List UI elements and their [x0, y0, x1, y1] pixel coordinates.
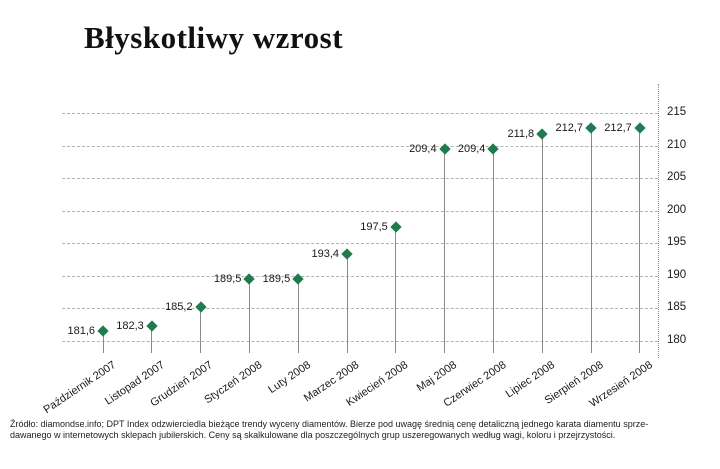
- data-point-marker: [146, 320, 158, 332]
- source-note-line2: dawanego w internetowych sklepach jubile…: [10, 430, 616, 440]
- data-point-marker: [194, 301, 207, 313]
- data-point-value: 193,4: [311, 247, 339, 260]
- gridline: [62, 275, 658, 277]
- data-point-stem: [492, 152, 494, 353]
- data-point-stem: [151, 329, 153, 353]
- data-point-stem: [102, 333, 104, 353]
- data-point-value: 185,2: [165, 301, 193, 314]
- x-axis-tick-label: Maj 2008: [415, 359, 460, 395]
- data-point-value: 211,8: [507, 127, 535, 140]
- gridline: [62, 113, 658, 114]
- y-axis-tick-label: 210: [667, 138, 687, 151]
- data-point-stem: [590, 130, 592, 353]
- data-point-marker: [341, 248, 353, 260]
- x-axis-tick-label: Październik 2007: [41, 359, 118, 417]
- source-note-line1: Źródło: diamondse.info; DPT Index odzwie…: [10, 419, 649, 429]
- gridline: [62, 145, 658, 147]
- y-axis-tick-label: 180: [667, 334, 687, 346]
- y-axis-tick-label: 215: [667, 106, 687, 118]
- source-note: Źródło: diamondse.info; DPT Index odzwie…: [10, 419, 712, 441]
- data-point-stem: [346, 256, 348, 353]
- data-point-value: 212,7: [604, 121, 632, 134]
- data-point-marker: [390, 221, 402, 233]
- gridline: [62, 341, 658, 342]
- y-axis-tick-label: 190: [667, 268, 687, 281]
- gridline: [62, 210, 658, 212]
- y-axis-tick-label: 195: [667, 236, 687, 249]
- data-point-value: 181,6: [67, 324, 95, 337]
- data-point-marker: [634, 122, 646, 134]
- data-point-stem: [541, 136, 543, 353]
- data-point-stem: [248, 282, 250, 353]
- chart-title: Błyskotliwy wzrost: [84, 20, 344, 55]
- data-point-value: 209,4: [409, 143, 437, 156]
- data-point-stem: [297, 282, 299, 353]
- data-point-stem: [395, 230, 397, 353]
- data-point-value: 197,5: [360, 221, 388, 233]
- data-point-value: 189,5: [213, 273, 242, 286]
- gridline: [62, 243, 658, 245]
- y-axis-tick-label: 205: [667, 171, 687, 184]
- data-point-value: 209,4: [457, 143, 486, 156]
- data-point-stem: [639, 130, 641, 353]
- data-point-stem: [444, 152, 446, 353]
- y-axis-line: [658, 84, 659, 358]
- y-axis-tick-label: 185: [667, 301, 687, 314]
- data-point-value: 182,3: [116, 320, 144, 333]
- data-point-value: 189,5: [262, 273, 291, 286]
- data-point-stem: [200, 310, 202, 353]
- gridline: [62, 308, 658, 310]
- y-axis-tick-label: 200: [667, 203, 687, 216]
- gridline: [62, 178, 658, 180]
- data-point-value: 212,7: [555, 121, 583, 134]
